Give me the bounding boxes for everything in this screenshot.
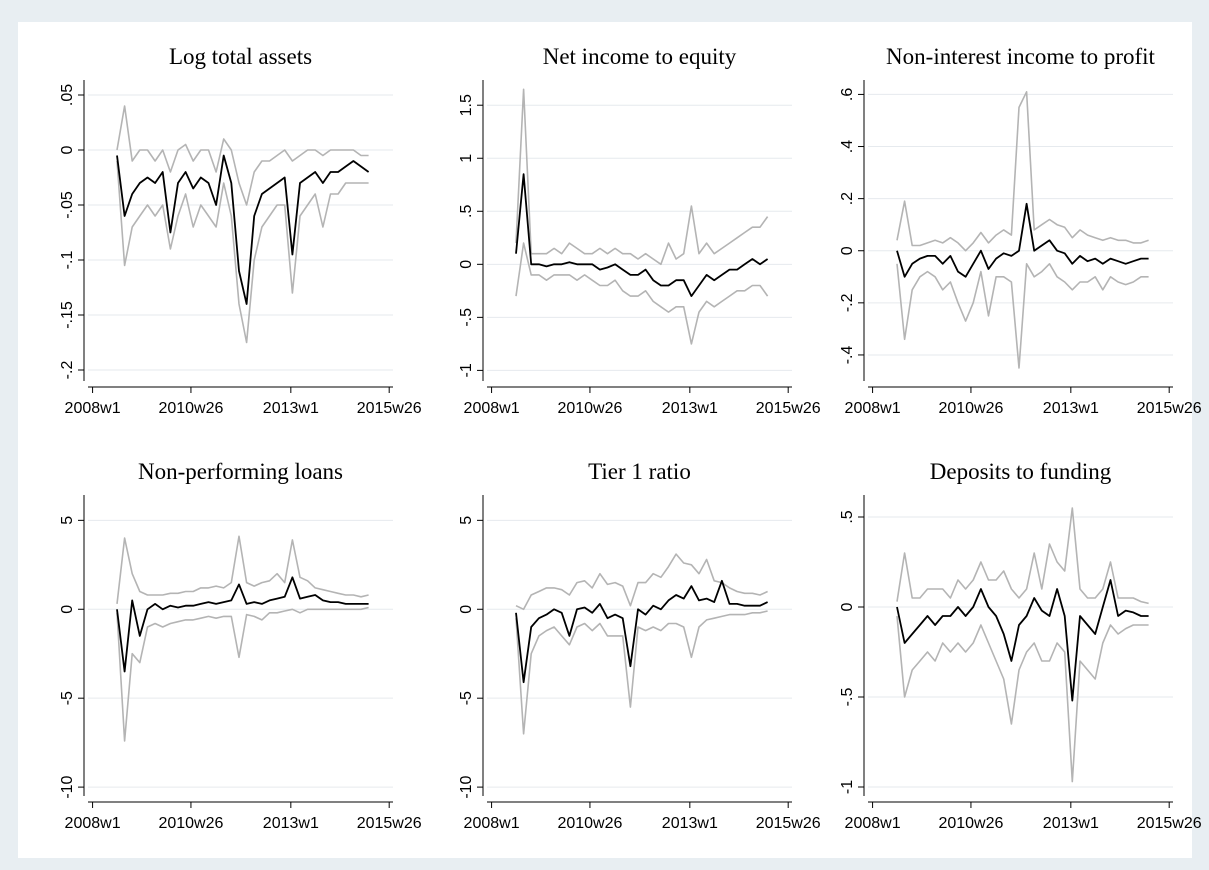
y-tick-label: 1 <box>458 154 475 163</box>
y-tick-label: -10 <box>458 775 475 798</box>
y-tick-label: 0 <box>59 145 76 154</box>
y-tick-label: .2 <box>839 192 856 205</box>
x-tick-label: 2010w26 <box>557 815 622 832</box>
y-tick-label: .4 <box>839 140 856 153</box>
panel: Non-performing loans -10 -5 0 5 2008w1 2010w26… <box>59 459 422 832</box>
x-tick-label: 2015w26 <box>756 815 821 832</box>
y-tick-label: .6 <box>839 88 856 101</box>
mean-line <box>896 579 1149 702</box>
x-tick-label: 2008w1 <box>464 400 520 417</box>
panel: Non-interest income to profit -.4 -.2 0 .2 .4… <box>839 44 1202 417</box>
y-tick-label: .05 <box>59 84 76 106</box>
range-line <box>515 610 768 735</box>
range-line <box>896 262 1149 369</box>
x-tick-label: 2010w26 <box>938 815 1003 832</box>
y-tick-label: -.4 <box>839 346 856 365</box>
x-tick-label: 2013w1 <box>1043 815 1099 832</box>
x-tick-label: 2008w1 <box>65 400 121 417</box>
y-tick-label: -10 <box>59 775 76 798</box>
range-line <box>896 91 1149 252</box>
x-tick-label: 2013w1 <box>1043 400 1099 417</box>
y-tick-label: -.2 <box>839 293 856 312</box>
y-tick-label: 0 <box>458 605 475 614</box>
y-tick-label: -.2 <box>59 361 76 380</box>
panel: Net income to equity -1 -.5 0 .5 1 1.5 2008w1 20… <box>458 44 821 417</box>
y-tick-label: 0 <box>839 602 856 611</box>
range-line <box>116 606 369 742</box>
y-tick-label: -1 <box>458 363 475 377</box>
x-tick-label: 2015w26 <box>357 400 422 417</box>
x-tick-label: 2013w1 <box>263 815 319 832</box>
y-tick-label: -1 <box>839 780 856 794</box>
x-tick-label: 2008w1 <box>845 815 901 832</box>
panel-title: Tier 1 ratio <box>588 459 691 484</box>
x-tick-label: 2013w1 <box>662 400 718 417</box>
range-line <box>116 105 369 206</box>
y-tick-label: .5 <box>839 510 856 523</box>
x-tick-label: 2010w26 <box>158 400 223 417</box>
range-line <box>515 88 769 266</box>
x-tick-label: 2008w1 <box>464 815 520 832</box>
panel-title: Non-interest income to profit <box>886 44 1156 69</box>
mean-line <box>515 579 768 684</box>
y-tick-label: -.5 <box>839 688 856 707</box>
y-tick-label: -5 <box>458 691 475 705</box>
x-tick-label: 2015w26 <box>357 815 422 832</box>
y-tick-label: 5 <box>59 516 76 525</box>
mean-line <box>116 154 370 305</box>
y-tick-label: -.05 <box>59 191 76 219</box>
y-tick-label: -.1 <box>59 251 76 270</box>
y-tick-label: -.5 <box>458 308 475 327</box>
x-tick-label: 2010w26 <box>938 400 1003 417</box>
mean-line <box>896 202 1149 278</box>
y-tick-label: -.15 <box>59 301 76 329</box>
panel-title: Log total assets <box>169 44 312 69</box>
y-tick-label: 5 <box>458 516 475 525</box>
x-tick-label: 2010w26 <box>158 815 223 832</box>
x-tick-label: 2008w1 <box>845 400 901 417</box>
x-tick-label: 2008w1 <box>65 815 121 832</box>
panel-title: Deposits to funding <box>930 459 1112 484</box>
y-tick-label: 0 <box>59 605 76 614</box>
y-tick-label: -5 <box>59 691 76 705</box>
y-tick-label: .5 <box>458 205 475 218</box>
range-line <box>515 553 768 611</box>
range-line <box>896 615 1149 783</box>
y-tick-label: 1.5 <box>458 94 475 116</box>
mean-line <box>515 173 769 298</box>
x-tick-label: 2015w26 <box>1137 815 1202 832</box>
x-tick-label: 2015w26 <box>1137 400 1202 417</box>
panel: Tier 1 ratio -10 -5 0 5 2008w1 2010w26 2013w1 20… <box>458 459 821 832</box>
panel: Log total assets -.2 -.15 -.1 -.05 0 .05 2008w1… <box>59 44 422 417</box>
plot-background <box>18 22 1192 858</box>
mean-line <box>116 576 369 673</box>
panel-title: Non-performing loans <box>138 459 343 484</box>
x-tick-label: 2013w1 <box>662 815 718 832</box>
range-line <box>116 160 369 344</box>
panel-title: Net income to equity <box>543 44 737 69</box>
range-line <box>116 535 369 604</box>
x-tick-label: 2010w26 <box>557 400 622 417</box>
range-line <box>896 507 1149 605</box>
x-tick-label: 2015w26 <box>756 400 821 417</box>
y-tick-label: 0 <box>458 260 475 269</box>
panel: Deposits to funding -1 -.5 0 .5 2008w1 2010w26… <box>839 459 1202 832</box>
x-tick-label: 2013w1 <box>263 400 319 417</box>
range-line <box>515 242 769 345</box>
y-tick-label: 0 <box>839 246 856 255</box>
